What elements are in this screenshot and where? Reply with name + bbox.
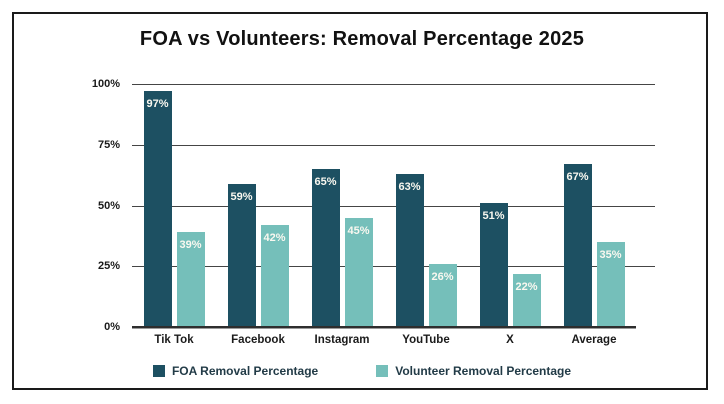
legend: FOA Removal Percentage Volunteer Removal… [0, 364, 724, 378]
y-tick-label: 75% [97, 138, 120, 151]
foa-series-swatch-icon [152, 365, 165, 377]
volunteer-bar-tik-tok: 39% [176, 232, 205, 327]
x-category-label: YouTube [402, 334, 450, 346]
x-category-label: Instagram [314, 334, 370, 346]
foa-bar-tik-tok: 97% [143, 91, 172, 327]
plot-area: 97% 39% 59% 42% 65% 45% 63% 26% 51% 22% 67% 35% [132, 84, 655, 329]
bar-value-label: 45% [347, 224, 370, 237]
volunteer-bar-facebook: 42% [260, 224, 289, 327]
x-category-label: Facebook [231, 334, 285, 346]
bar-group-x: 51% 22% [468, 84, 552, 327]
bar-group-average: 67% 35% [552, 84, 636, 327]
bar-value-label: 22% [515, 280, 538, 293]
foa-bar-youtube: 63% [395, 173, 424, 327]
y-tick-label: 100% [91, 78, 120, 90]
volunteer-series-swatch-icon [376, 365, 389, 377]
gridline-50 [132, 205, 655, 207]
bar-value-label: 63% [398, 180, 421, 193]
gridline-75 [132, 144, 655, 146]
x-category-label: Tik Tok [154, 334, 194, 346]
x-axis-labels: Tik Tok Facebook Instagram YouTube X Average [132, 334, 636, 346]
legend-label-volunteer: Volunteer Removal Percentage [395, 364, 572, 378]
y-tick-label: 0% [104, 321, 120, 333]
foa-bar-average: 67% [563, 164, 592, 327]
volunteer-bar-instagram: 45% [344, 217, 373, 327]
bar-group-tik-tok: 97% 39% [132, 84, 216, 327]
gridline-25 [132, 266, 655, 268]
legend-label-foa: FOA Removal Percentage [171, 364, 319, 378]
x-category-label: Average [571, 334, 617, 346]
bar-value-label: 51% [482, 210, 505, 223]
volunteer-bar-youtube: 26% [428, 263, 457, 327]
foa-bar-x: 51% [479, 203, 508, 327]
volunteer-bar-average: 35% [596, 241, 625, 327]
bar-value-label: 65% [314, 176, 337, 189]
bar-value-label: 42% [263, 231, 286, 244]
bar-value-label: 35% [599, 248, 622, 261]
bar-group-facebook: 59% 42% [216, 84, 300, 327]
foa-bar-facebook: 59% [227, 183, 256, 327]
bar-group-youtube: 63% 26% [384, 84, 468, 327]
y-tick-label: 50% [97, 199, 120, 212]
legend-item-volunteer: Volunteer Removal Percentage [376, 364, 571, 378]
bar-value-label: 97% [146, 98, 169, 111]
x-axis-line [132, 326, 636, 329]
bar-groups: 97% 39% 59% 42% 65% 45% 63% 26% 51% 22% 67% 35% [132, 84, 636, 327]
y-axis: 0% 25% 50% 75% 100% [44, 78, 120, 333]
y-tick-label: 25% [97, 260, 120, 273]
legend-item-foa: FOA Removal Percentage [152, 364, 319, 378]
x-category-label: X [506, 334, 514, 346]
foa-bar-instagram: 65% [311, 169, 340, 327]
chart-title: FOA vs Volunteers: Removal Percentage 20… [139, 28, 585, 50]
bar-value-label: 26% [431, 270, 454, 283]
bar-value-label: 39% [179, 239, 202, 252]
bar-value-label: 67% [566, 171, 589, 184]
gridline-100 [132, 84, 655, 85]
volunteer-bar-x: 22% [512, 273, 541, 327]
bar-group-instagram: 65% 45% [300, 84, 384, 327]
bar-value-label: 59% [230, 190, 253, 203]
